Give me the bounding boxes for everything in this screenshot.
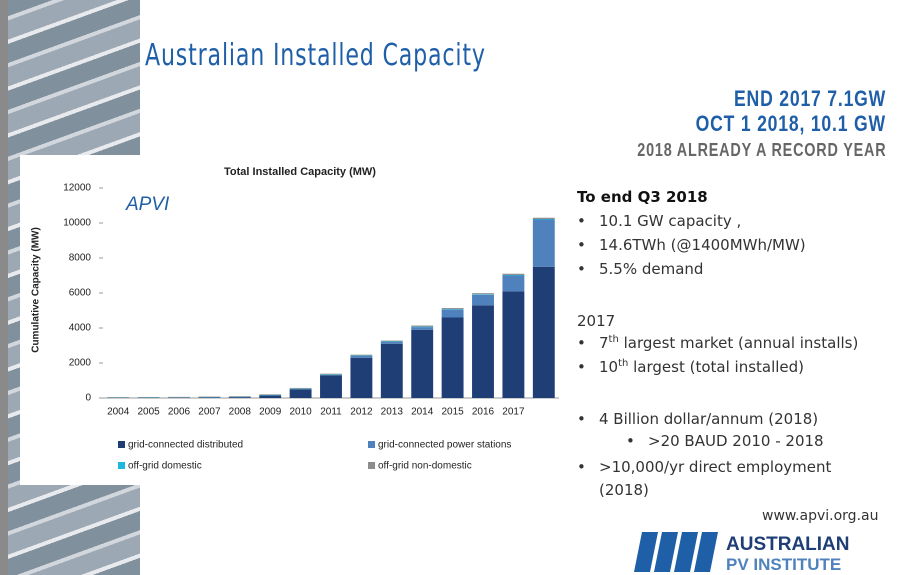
bar-segment: [472, 295, 494, 306]
bar-segment: [502, 291, 524, 398]
bar-segment: [502, 274, 524, 275]
x-tick-label: 2010: [289, 407, 312, 418]
bar-segment: [320, 375, 342, 398]
bar-segment: [533, 267, 555, 398]
text: (2018): [599, 481, 649, 499]
legend-swatch: [368, 441, 375, 448]
sub-bullet: >20 BAUD 2010 - 2018: [648, 432, 824, 450]
x-tick-label: 2004: [107, 407, 130, 418]
bullet: 5.5% demand: [599, 260, 703, 278]
y-tick-label: 6000: [69, 288, 92, 299]
bar-segment: [502, 275, 524, 276]
slide-title: Australian Installed Capacity: [145, 38, 486, 73]
bar-segment: [350, 358, 372, 398]
bar-segment: [198, 397, 220, 398]
text: largest market (annual installs): [619, 334, 859, 352]
bar-segment: [290, 388, 312, 389]
legend-label: grid-connected power stations: [378, 440, 511, 451]
bar-segment: [320, 374, 342, 375]
sup: th: [618, 358, 628, 369]
bullet: 7th largest market (annual installs): [599, 334, 858, 352]
x-tick-label: 2012: [350, 407, 373, 418]
bar-segment: [381, 341, 403, 342]
bar-segment: [411, 327, 433, 328]
bar-segment: [198, 397, 220, 398]
legend-label: off-grid non-domestic: [378, 461, 472, 472]
logo-text: AUSTRALIAN: [726, 534, 850, 556]
y-tick-label: 12000: [63, 183, 91, 194]
x-tick-label: 2005: [137, 407, 160, 418]
logo-mark: [632, 532, 722, 572]
chart-title: Total Installed Capacity (MW): [224, 166, 376, 178]
edge: [0, 0, 8, 575]
y-tick-label: 4000: [69, 323, 92, 334]
bar-segment: [442, 310, 464, 318]
headline: OCT 1 2018, 10.1 GW: [696, 111, 886, 137]
legend-label: grid-connected distributed: [128, 440, 243, 451]
bar-segment: [411, 326, 433, 327]
url: www.apvi.org.au: [762, 508, 878, 524]
text: largest (total installed): [628, 358, 804, 376]
y-tick-label: 10000: [63, 218, 91, 229]
y-tick-label: 8000: [69, 253, 92, 264]
x-tick-label: 2015: [441, 407, 464, 418]
bar-segment: [381, 344, 403, 398]
bar-segment: [442, 309, 464, 310]
heading: To end Q3 2018: [577, 188, 708, 206]
x-tick-label: 2008: [229, 407, 252, 418]
x-tick-label: 2007: [198, 407, 221, 418]
chart: Total Installed Capacity (MW) Cumulative…: [20, 155, 560, 485]
bar-segment: [472, 294, 494, 295]
bar-segment: [259, 394, 281, 395]
sup: th: [609, 334, 619, 345]
legend-label: off-grid domestic: [128, 461, 202, 472]
bullet: 10.1 GW capacity ,: [599, 212, 741, 230]
bullet: >10,000/yr direct employment: [599, 458, 831, 476]
x-tick-label: 2009: [259, 407, 282, 418]
chart-logo: APVI: [125, 194, 170, 215]
x-tick-label: 2011: [320, 407, 342, 418]
bar-segment: [259, 395, 281, 398]
headline: 2018 ALREADY A RECORD YEAR: [637, 140, 886, 161]
bar-segment: [229, 396, 251, 397]
bar-segment: [472, 305, 494, 398]
legend-swatch: [118, 462, 125, 469]
heading: 2017: [577, 312, 615, 330]
text: 10: [599, 358, 618, 376]
x-tick-label: 2017: [502, 407, 525, 418]
y-axis-label: Cumulative Capacity (MW): [31, 227, 42, 353]
bar-segment: [290, 389, 312, 398]
x-tick-label: 2016: [472, 407, 495, 418]
bar-segment: [472, 293, 494, 294]
bar-segment: [350, 356, 372, 358]
bar-segment: [533, 218, 555, 219]
x-tick-label: 2013: [381, 407, 404, 418]
bullet: 10th largest (total installed): [599, 358, 804, 376]
x-tick-label: 2014: [411, 407, 434, 418]
bar-segment: [502, 276, 524, 292]
bar-segment: [411, 327, 433, 330]
bar-segment: [381, 341, 403, 342]
bar-segment: [381, 342, 403, 344]
y-tick-label: 2000: [69, 358, 92, 369]
text: 7: [599, 334, 609, 352]
bar-segment: [168, 397, 190, 398]
slide: Australian Installed Capacity END 2017 7…: [0, 0, 902, 575]
headline: END 2017 7.1GW: [734, 86, 886, 112]
bar-segment: [411, 330, 433, 398]
legend-swatch: [368, 462, 375, 469]
bar-segment: [533, 219, 555, 220]
bullet: 14.6TWh (@1400MWh/MW): [599, 236, 806, 254]
y-tick-label: 0: [85, 393, 91, 404]
bar-segment: [350, 355, 372, 356]
bar-segment: [442, 318, 464, 399]
bullet: 4 Billion dollar/annum (2018): [599, 410, 818, 428]
bar-segment: [442, 308, 464, 309]
legend-swatch: [118, 441, 125, 448]
bar-segment: [533, 220, 555, 267]
bar-segment: [229, 397, 251, 398]
logo-text: PV INSTITUTE: [726, 555, 841, 575]
x-tick-label: 2006: [168, 407, 191, 418]
